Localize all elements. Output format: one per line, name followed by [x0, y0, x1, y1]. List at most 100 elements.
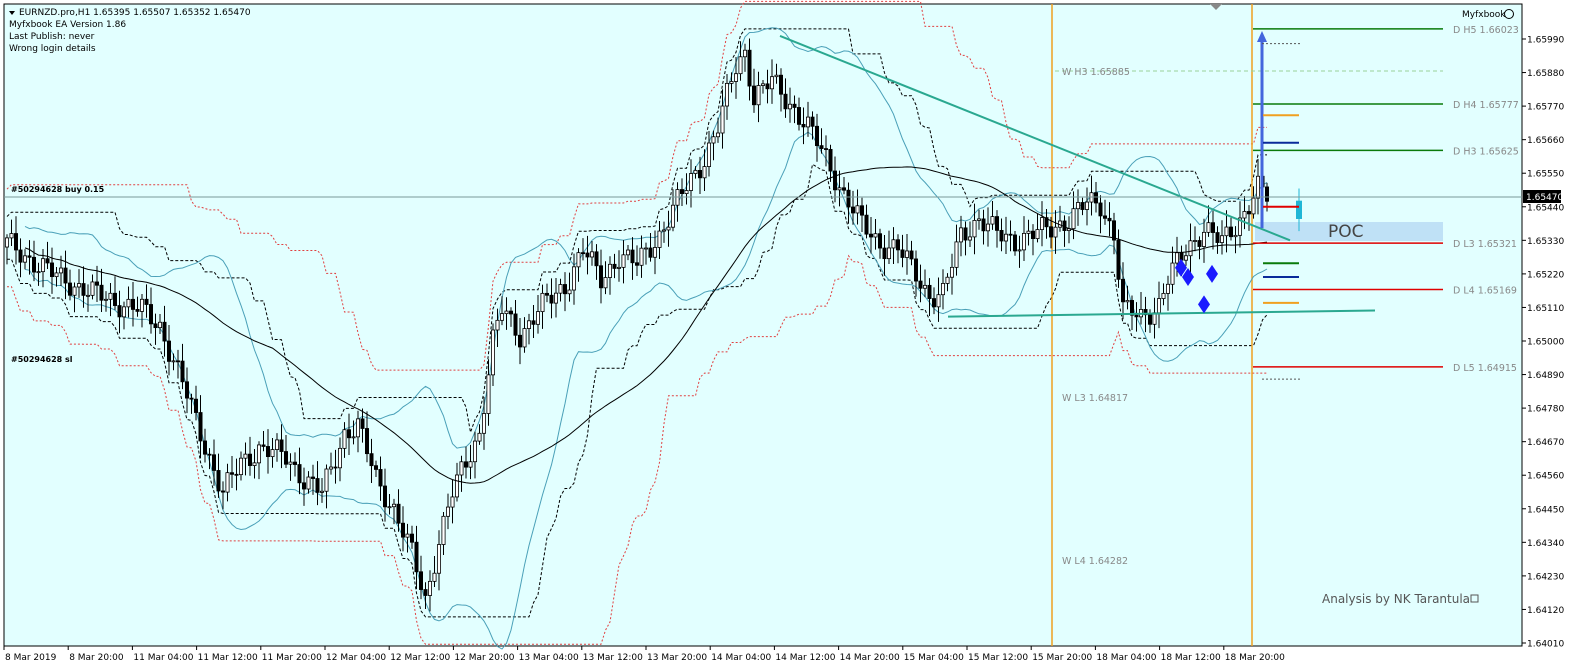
candle-body: [531, 320, 536, 325]
candle: [621, 240, 626, 284]
x-tick-label: 15 Mar 20:00: [1032, 653, 1092, 663]
candle: [333, 449, 338, 484]
candle: [846, 182, 851, 224]
support-trendline: [947, 309, 1376, 318]
candle-body: [644, 247, 649, 250]
candle: [923, 269, 928, 298]
candle-body: [887, 247, 892, 260]
candle: [563, 272, 568, 312]
current-price-tag: 1.65470: [1523, 190, 1563, 203]
candle-body: [490, 329, 495, 376]
candle: [32, 240, 37, 282]
candle-body: [774, 74, 779, 78]
candle: [936, 277, 941, 322]
candle: [171, 353, 176, 371]
pivot-level: D L5 1.64915: [1253, 363, 1517, 374]
candle: [522, 317, 527, 353]
candle: [612, 253, 617, 279]
candle: [990, 201, 995, 230]
candle-body: [68, 282, 73, 296]
envelope-lower: [7, 254, 1267, 645]
projection-arrow-head: [1257, 31, 1267, 42]
candle-body: [95, 281, 100, 286]
candle: [1107, 202, 1112, 237]
candle: [855, 189, 860, 225]
candle: [810, 111, 815, 140]
candle-body: [5, 237, 10, 248]
candle: [873, 218, 878, 250]
y-tick-label: 1.64450: [1527, 505, 1564, 515]
plot-border: [3, 3, 1523, 647]
candle: [445, 493, 450, 530]
candle: [504, 297, 509, 330]
candle: [396, 489, 401, 532]
candle: [594, 244, 599, 280]
candle: [454, 462, 459, 502]
candle-body: [576, 252, 581, 268]
candle-body: [707, 142, 712, 167]
candle-body: [113, 292, 118, 306]
candle-body: [306, 476, 311, 490]
y-tick-label: 1.65220: [1527, 270, 1564, 280]
candle: [373, 460, 378, 478]
candle: [819, 128, 824, 154]
candle: [725, 73, 730, 120]
moving-average: [24, 166, 1268, 484]
candle-body: [900, 249, 905, 258]
x-tick-label: 13 Mar 20:00: [647, 653, 707, 663]
candle: [355, 410, 360, 453]
candle: [761, 79, 766, 94]
candle-body: [1134, 314, 1139, 318]
candle-body: [536, 311, 541, 325]
candle-body: [423, 589, 428, 596]
candle: [328, 452, 333, 475]
candle: [310, 464, 315, 495]
candle-body: [432, 572, 437, 582]
envelope-layer: [6, 0, 1268, 645]
candle: [905, 233, 910, 275]
candle-body: [1071, 208, 1076, 230]
x-tick-label: 15 Mar 12:00: [968, 653, 1028, 663]
candle: [572, 253, 577, 305]
candle-body: [599, 265, 604, 289]
candle: [896, 234, 901, 264]
candle-body: [1125, 300, 1130, 303]
candle: [274, 433, 279, 462]
candle-body: [9, 233, 14, 239]
candle: [306, 471, 311, 494]
candle-body: [891, 239, 896, 249]
envelope-upper: [6, 0, 1267, 371]
candle-body: [373, 465, 378, 470]
x-tick-label: 11 Mar 12:00: [198, 653, 258, 663]
candle-body: [995, 216, 1000, 231]
candle-body: [558, 284, 563, 294]
candle-body: [711, 136, 716, 144]
candle: [918, 264, 923, 303]
candle: [995, 210, 1000, 248]
x-tick-label: 12 Mar 04:00: [326, 653, 386, 663]
candle-body: [441, 515, 446, 545]
candle-body: [130, 298, 135, 310]
candle: [518, 317, 523, 365]
candle-body: [797, 107, 802, 125]
scroll-marker-icon[interactable]: [1210, 4, 1222, 10]
candle: [508, 307, 513, 327]
candle-body: [518, 334, 523, 348]
candle: [95, 265, 100, 303]
candle-body: [1103, 215, 1108, 219]
candle-body: [495, 319, 500, 331]
candle: [783, 78, 788, 118]
candle: [1049, 216, 1054, 249]
x-tick-label: 11 Mar 20:00: [262, 653, 322, 663]
candle-body: [950, 266, 955, 278]
x-tick-label: 18 Mar 20:00: [1225, 653, 1285, 663]
candle-body: [684, 190, 689, 194]
candle-body: [630, 249, 635, 264]
candle: [963, 221, 968, 256]
candle: [360, 408, 365, 443]
candle: [527, 313, 532, 345]
candle: [900, 234, 905, 268]
menu-triangle-icon[interactable]: [9, 11, 15, 15]
candle-body: [166, 340, 171, 362]
